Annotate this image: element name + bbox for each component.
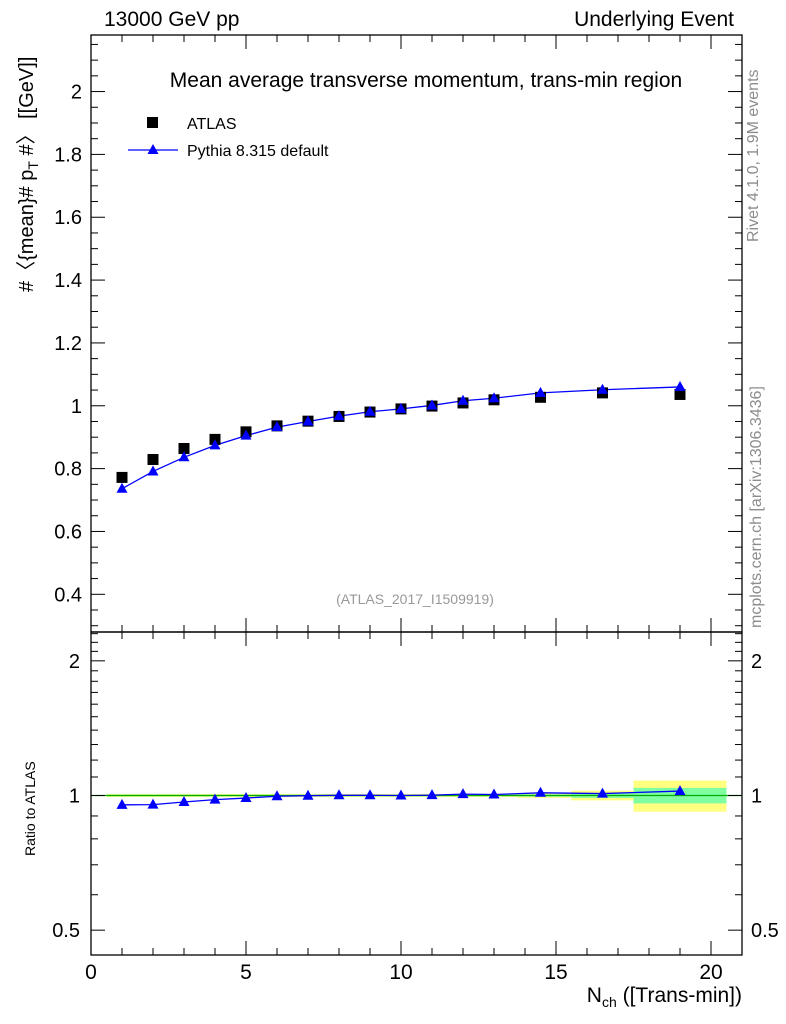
ratio-pythia-point <box>364 789 376 800</box>
atlas-data-point <box>147 453 159 465</box>
x-tick-label: 5 <box>240 961 252 984</box>
pythia-data-point <box>535 386 546 397</box>
legend-atlas-label: ATLAS <box>187 116 237 133</box>
ratio-pythia-line <box>121 790 681 806</box>
main-y-tick-label: 1.6 <box>54 207 82 229</box>
main-y-tick-label: 0.6 <box>54 521 82 543</box>
header-right: Underlying Event <box>574 8 734 31</box>
main-y-tick-label: 2 <box>71 82 82 104</box>
pythia-data-point <box>302 415 314 426</box>
ratio-pythia-point <box>302 789 314 800</box>
ratio-pythia-point <box>333 789 345 800</box>
ratio-y-tick-label-right: 0.5 <box>751 920 779 942</box>
main-y-tick-label: 1.4 <box>54 270 82 292</box>
x-axis-label-tail: ([Trans-min]) <box>616 984 742 1007</box>
main-y-tick-label: 1.8 <box>54 144 82 166</box>
pythia-data-point <box>240 429 252 440</box>
pythia-data-point <box>674 380 686 391</box>
x-tick-label: 10 <box>389 961 412 984</box>
main-y-tick-label: 0.4 <box>54 584 82 606</box>
pythia-data-point <box>116 482 128 493</box>
legend-atlas-marker <box>147 117 158 128</box>
main-y-tick-label: 1 <box>71 396 82 418</box>
ratio-y-tick-label-left: 0.5 <box>52 920 80 942</box>
ratio-pythia-point <box>395 789 407 800</box>
x-axis-label-main: N <box>586 984 602 1007</box>
x-axis-label-sub: ch <box>601 994 617 1011</box>
pythia-data-point <box>488 392 500 403</box>
ratio-pythia-point <box>178 796 190 807</box>
pythia-data-point <box>364 405 376 416</box>
ratio-pythia-point <box>457 788 469 799</box>
pythia-series-line <box>121 386 681 490</box>
analysis-watermark: (ATLAS_2017_I1509919) <box>336 591 494 607</box>
main-panel: Mean average transverse momentum, trans-… <box>54 34 743 633</box>
ratio-pythia-point <box>488 788 500 799</box>
pythia-data-point <box>426 399 438 410</box>
ratio-y-tick-label-left: 1 <box>69 785 80 807</box>
main-y-tick-label: 1.2 <box>54 333 82 355</box>
pythia-data-point <box>209 439 221 450</box>
ratio-plot-frame <box>90 631 743 956</box>
pythia-data-point <box>333 410 345 421</box>
ratio-pythia-point <box>209 793 221 804</box>
ratio-pythia-point <box>426 789 438 800</box>
x-axis-label: Nch ([Trans-min]) <box>587 984 742 1010</box>
pythia-data-point <box>271 421 283 432</box>
legend-pythia-label: Pythia 8.315 default <box>187 143 329 160</box>
ratio-pythia-point <box>674 785 686 796</box>
pythia-data-point <box>178 451 190 462</box>
ratio-pythia-point <box>147 798 159 809</box>
x-tick-label: 20 <box>699 961 722 984</box>
ratio-pythia-point <box>535 786 546 797</box>
header-left: 13000 GeV pp <box>104 8 240 31</box>
ratio-y-tick-label-right: 1 <box>751 785 762 807</box>
ratio-y-tick-label-left: 2 <box>69 651 80 673</box>
atlas-data-point <box>116 471 128 483</box>
ratio-pythia-point <box>597 787 608 798</box>
ratio-panel: 0 5 10 15 20 0.5 0.5 1 1 2 2 <box>52 631 779 984</box>
atlas-data-point <box>535 391 546 403</box>
pythia-data-point <box>147 465 159 476</box>
x-tick-label: 0 <box>85 961 97 984</box>
main-y-tick-label: 0.8 <box>54 459 82 481</box>
pythia-data-point <box>457 394 469 405</box>
x-tick-label: 15 <box>544 961 567 984</box>
pythia-data-point <box>597 383 608 394</box>
ratio-y-tick-label-right: 2 <box>751 651 762 673</box>
ratio-pythia-point <box>240 792 252 803</box>
atlas-data-point <box>178 443 190 455</box>
chart-title: Mean average transverse momentum, trans-… <box>170 69 682 92</box>
atlas-data-point <box>674 388 686 400</box>
ratio-pythia-point <box>271 790 283 801</box>
legend-pythia-marker <box>147 144 159 154</box>
ratio-pythia-point <box>116 798 128 809</box>
pythia-data-point <box>395 402 407 413</box>
